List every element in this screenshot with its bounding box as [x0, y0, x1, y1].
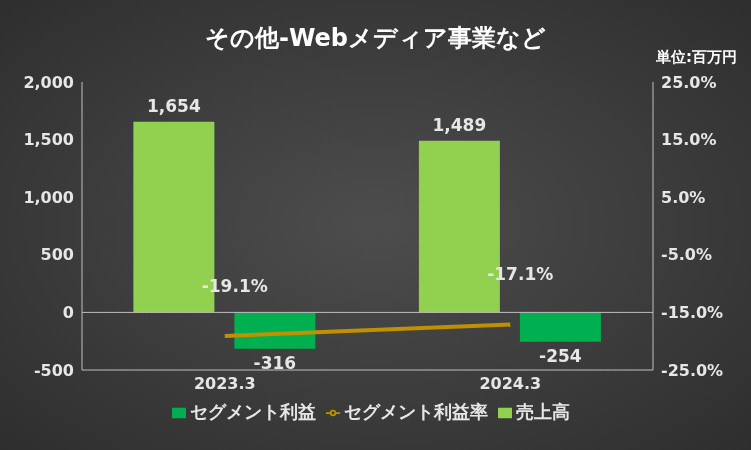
svg-text:-500: -500 — [34, 361, 74, 380]
svg-text:25.0%: 25.0% — [661, 73, 717, 92]
svg-text:5.0%: 5.0% — [661, 188, 705, 207]
html-text:その他-Webメディア事業など: その他-Webメディア事業など — [205, 24, 546, 52]
svg-text:15.0%: 15.0% — [661, 130, 717, 149]
svg-text:500: 500 — [41, 245, 74, 264]
svg-text:2,000: 2,000 — [23, 73, 74, 92]
html-text:単位:百万円: 単位:百万円 — [656, 48, 737, 66]
svg-text:-25.0%: -25.0% — [661, 361, 723, 380]
html-text:セグメント利益率: セグメント利益率 — [343, 401, 488, 422]
svg-text:-17.1%: -17.1% — [487, 264, 553, 284]
svg-text:-5.0%: -5.0% — [661, 245, 712, 264]
svg-text:-254: -254 — [539, 346, 582, 366]
svg-text:1,000: 1,000 — [23, 188, 74, 207]
svg-text:1,489: 1,489 — [432, 115, 486, 135]
html-text:セグメント利益: セグメント利益 — [189, 401, 316, 422]
svg-text:1,500: 1,500 — [23, 130, 74, 149]
html-text:売上高: 売上高 — [515, 401, 570, 422]
svg-text:2024.3: 2024.3 — [479, 374, 541, 393]
svg-text:0: 0 — [63, 303, 74, 322]
svg-text:-316: -316 — [254, 353, 297, 373]
svg-text:-19.1%: -19.1% — [202, 276, 268, 296]
svg-text:1,654: 1,654 — [147, 96, 201, 116]
svg-text:2023.3: 2023.3 — [194, 374, 256, 393]
svg-text:-15.0%: -15.0% — [661, 303, 723, 322]
